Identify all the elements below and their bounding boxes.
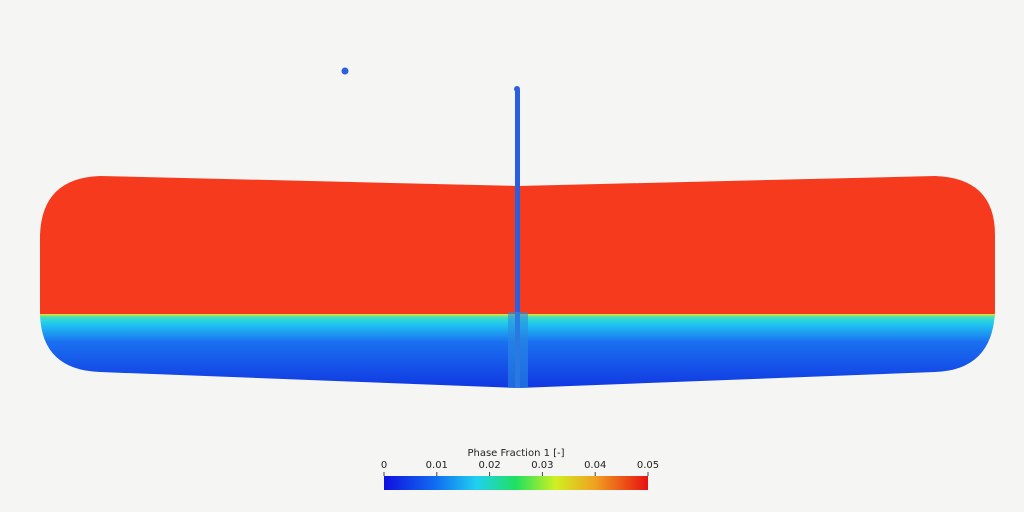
- particle: [341, 67, 349, 75]
- probe-tip: [514, 86, 520, 92]
- pole-wake: [508, 312, 528, 388]
- colorbar: [384, 476, 648, 490]
- probe-pole: [515, 90, 520, 388]
- air-region: [40, 176, 995, 316]
- colorbar-tick-label: 0.01: [426, 460, 448, 471]
- colorbar-tick-label: 0.04: [584, 460, 606, 471]
- colorbar-tick-label: 0.02: [478, 460, 500, 471]
- colorbar-tick-label: 0.03: [531, 460, 553, 471]
- colorbar-tick-label: 0: [381, 460, 387, 471]
- colorbar-tick-label: 0.05: [637, 460, 659, 471]
- colorbar-title: Phase Fraction 1 [-]: [467, 448, 564, 459]
